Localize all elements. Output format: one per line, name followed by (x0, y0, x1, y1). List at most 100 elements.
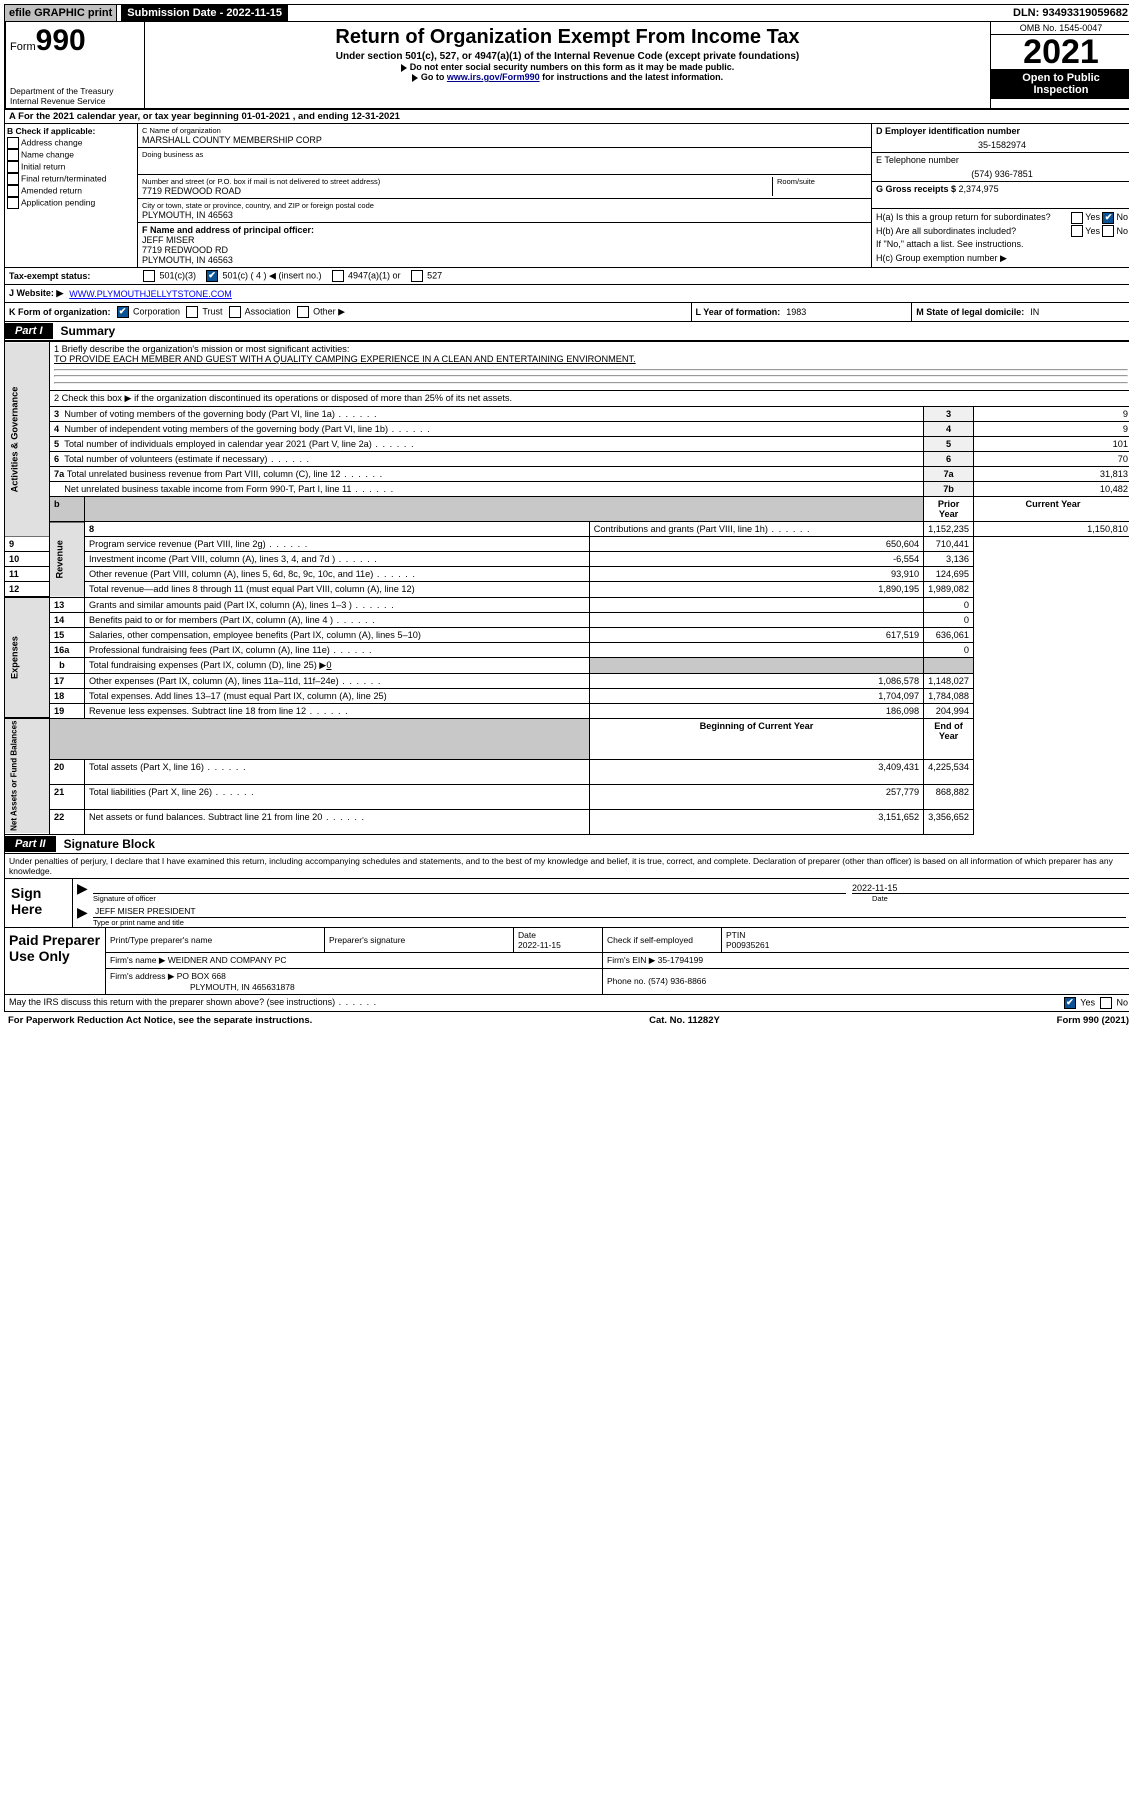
l10: Investment income (Part VIII, column (A)… (85, 552, 590, 567)
b-name-change: Name change (21, 150, 74, 160)
c14: 0 (924, 612, 974, 627)
pt-date: 2022-11-15 (518, 940, 561, 950)
l1a: 1 Briefly describe the organization's mi… (54, 344, 1128, 354)
firm-phone: (574) 936-8866 (648, 976, 706, 986)
p16a (589, 642, 923, 657)
l6: Total number of volunteers (estimate if … (64, 454, 310, 464)
form-header: Form990 Department of the Treasury Inter… (4, 22, 1129, 110)
website-link[interactable]: WWW.PLYMOUTHJELLYTSTONE.COM (69, 289, 232, 299)
l17: Other expenses (Part IX, column (A), lin… (85, 673, 590, 688)
l5: Total number of individuals employed in … (64, 439, 414, 449)
row-j: J Website: ▶ WWW.PLYMOUTHJELLYTSTONE.COM (4, 285, 1129, 303)
p11: 93,910 (589, 567, 923, 582)
pt-name-lbl: Print/Type preparer's name (106, 928, 325, 953)
part2-header: Part II Signature Block (4, 835, 1129, 854)
p21: 257,779 (589, 785, 923, 810)
c-name-lbl: C Name of organization (142, 126, 867, 135)
c22: 3,356,652 (924, 809, 974, 834)
p15: 617,519 (589, 627, 923, 642)
sig-declare: Under penalties of perjury, I declare th… (4, 854, 1129, 879)
header-mid: Return of Organization Exempt From Incom… (145, 22, 990, 108)
p19: 186,098 (589, 703, 923, 718)
discuss-yes: Yes (1080, 997, 1095, 1007)
part1-header: Part I Summary (4, 322, 1129, 341)
efile-label[interactable]: efile GRAPHIC print (5, 5, 117, 21)
firm-name: WEIDNER AND COMPANY PC (168, 955, 287, 965)
cat: Cat. No. 11282Y (649, 1015, 720, 1026)
pt-sig-lbl: Preparer's signature (325, 928, 514, 953)
p17: 1,086,578 (589, 673, 923, 688)
header-right: OMB No. 1545-0047 2021 Open to Public In… (990, 22, 1129, 108)
form-subtitle: Under section 501(c), 527, or 4947(a)(1)… (147, 51, 988, 62)
c18: 1,784,088 (924, 688, 974, 703)
header-left: Form990 Department of the Treasury Inter… (6, 22, 145, 108)
l11: Other revenue (Part VIII, column (A), li… (85, 567, 590, 582)
form-number: 990 (36, 24, 86, 57)
no2: No (1116, 226, 1128, 236)
officer-addr1: 7719 REDWOOD RD (142, 245, 867, 255)
addr-lbl: Number and street (or P.O. box if mail i… (142, 177, 772, 186)
l9: Program service revenue (Part VIII, line… (85, 537, 590, 552)
officer-name: JEFF MISER (142, 235, 867, 245)
v3: 9 (974, 407, 1129, 422)
officer-lbl: F Name and address of principal officer: (142, 225, 867, 235)
side-governance: Activities & Governance (5, 342, 50, 537)
v5: 101 (974, 437, 1129, 452)
l16bval: 0 (326, 660, 331, 670)
hc: H(c) Group exemption number ▶ (876, 252, 1128, 266)
officer-nametitle: JEFF MISER PRESIDENT (95, 906, 196, 916)
pt-chk: Check if self-employed (607, 935, 693, 945)
discuss: May the IRS discuss this return with the… (9, 997, 377, 1009)
part2-tag: Part II (5, 836, 56, 852)
b-addr-change: Address change (21, 138, 82, 148)
col-c: C Name of organization MARSHALL COUNTY M… (138, 124, 872, 267)
line-a: A For the 2021 calendar year, or tax yea… (4, 110, 1129, 124)
i-501c3: 501(c)(3) (160, 270, 197, 280)
form-prefix: Form (10, 41, 36, 53)
summary-table: Activities & Governance 1 Briefly descri… (4, 341, 1129, 835)
b-initial: Initial return (21, 162, 65, 172)
hdr-cur: Current Year (974, 497, 1129, 522)
ein: 35-1582974 (876, 136, 1128, 150)
p14 (589, 612, 923, 627)
open-inspection: Open to Public Inspection (991, 69, 1129, 99)
instr1: Do not enter social security numbers on … (410, 62, 735, 72)
k-trust: Trust (202, 306, 222, 316)
hdr-prior: Prior Year (924, 497, 974, 522)
p9: 650,604 (589, 537, 923, 552)
k-assoc: Association (245, 306, 291, 316)
k-lbl: K Form of organization: (9, 307, 111, 317)
c21: 868,882 (924, 785, 974, 810)
l12: Total revenue—add lines 8 through 11 (mu… (85, 582, 590, 598)
mission: TO PROVIDE EACH MEMBER AND GUEST WITH A … (54, 354, 1128, 364)
city-lbl: City or town, state or province, country… (142, 201, 867, 210)
l2: 2 Check this box ▶ if the organization d… (50, 391, 1129, 407)
city: PLYMOUTH, IN 46563 (142, 210, 867, 220)
top-bar: efile GRAPHIC print Submission Date - 20… (4, 4, 1129, 22)
part1-tag: Part I (5, 323, 53, 339)
dept1: Department of the Treasury (10, 86, 140, 96)
firm-ein: 35-1794199 (658, 955, 703, 965)
side-revenue: Revenue (50, 522, 85, 598)
hdr-eoy: End of Year (924, 718, 974, 759)
dln: DLN: 93493319059682 (1009, 5, 1129, 21)
hdr-boy: Beginning of Current Year (589, 718, 923, 759)
irs-link[interactable]: www.irs.gov/Form990 (447, 72, 540, 82)
i-4947: 4947(a)(1) or (348, 270, 401, 280)
c16a: 0 (924, 642, 974, 657)
ptin: P00935261 (726, 940, 770, 950)
p8: 1,152,235 (924, 522, 974, 537)
p12: 1,890,195 (589, 582, 923, 598)
i-527: 527 (427, 270, 442, 280)
v7a: 31,813 (974, 467, 1129, 482)
l7b: Net unrelated business taxable income fr… (64, 484, 394, 494)
pra: For Paperwork Reduction Act Notice, see … (8, 1015, 312, 1026)
c9: 710,441 (924, 537, 974, 552)
dept2: Internal Revenue Service (10, 96, 140, 106)
l22: Net assets or fund balances. Subtract li… (85, 809, 590, 834)
l19: Revenue less expenses. Subtract line 18 … (85, 703, 590, 718)
l13: Grants and similar amounts paid (Part IX… (85, 597, 590, 612)
tel: (574) 936-7851 (876, 165, 1128, 179)
tax-year: 2021 (991, 35, 1129, 69)
b-amended: Amended return (21, 186, 82, 196)
